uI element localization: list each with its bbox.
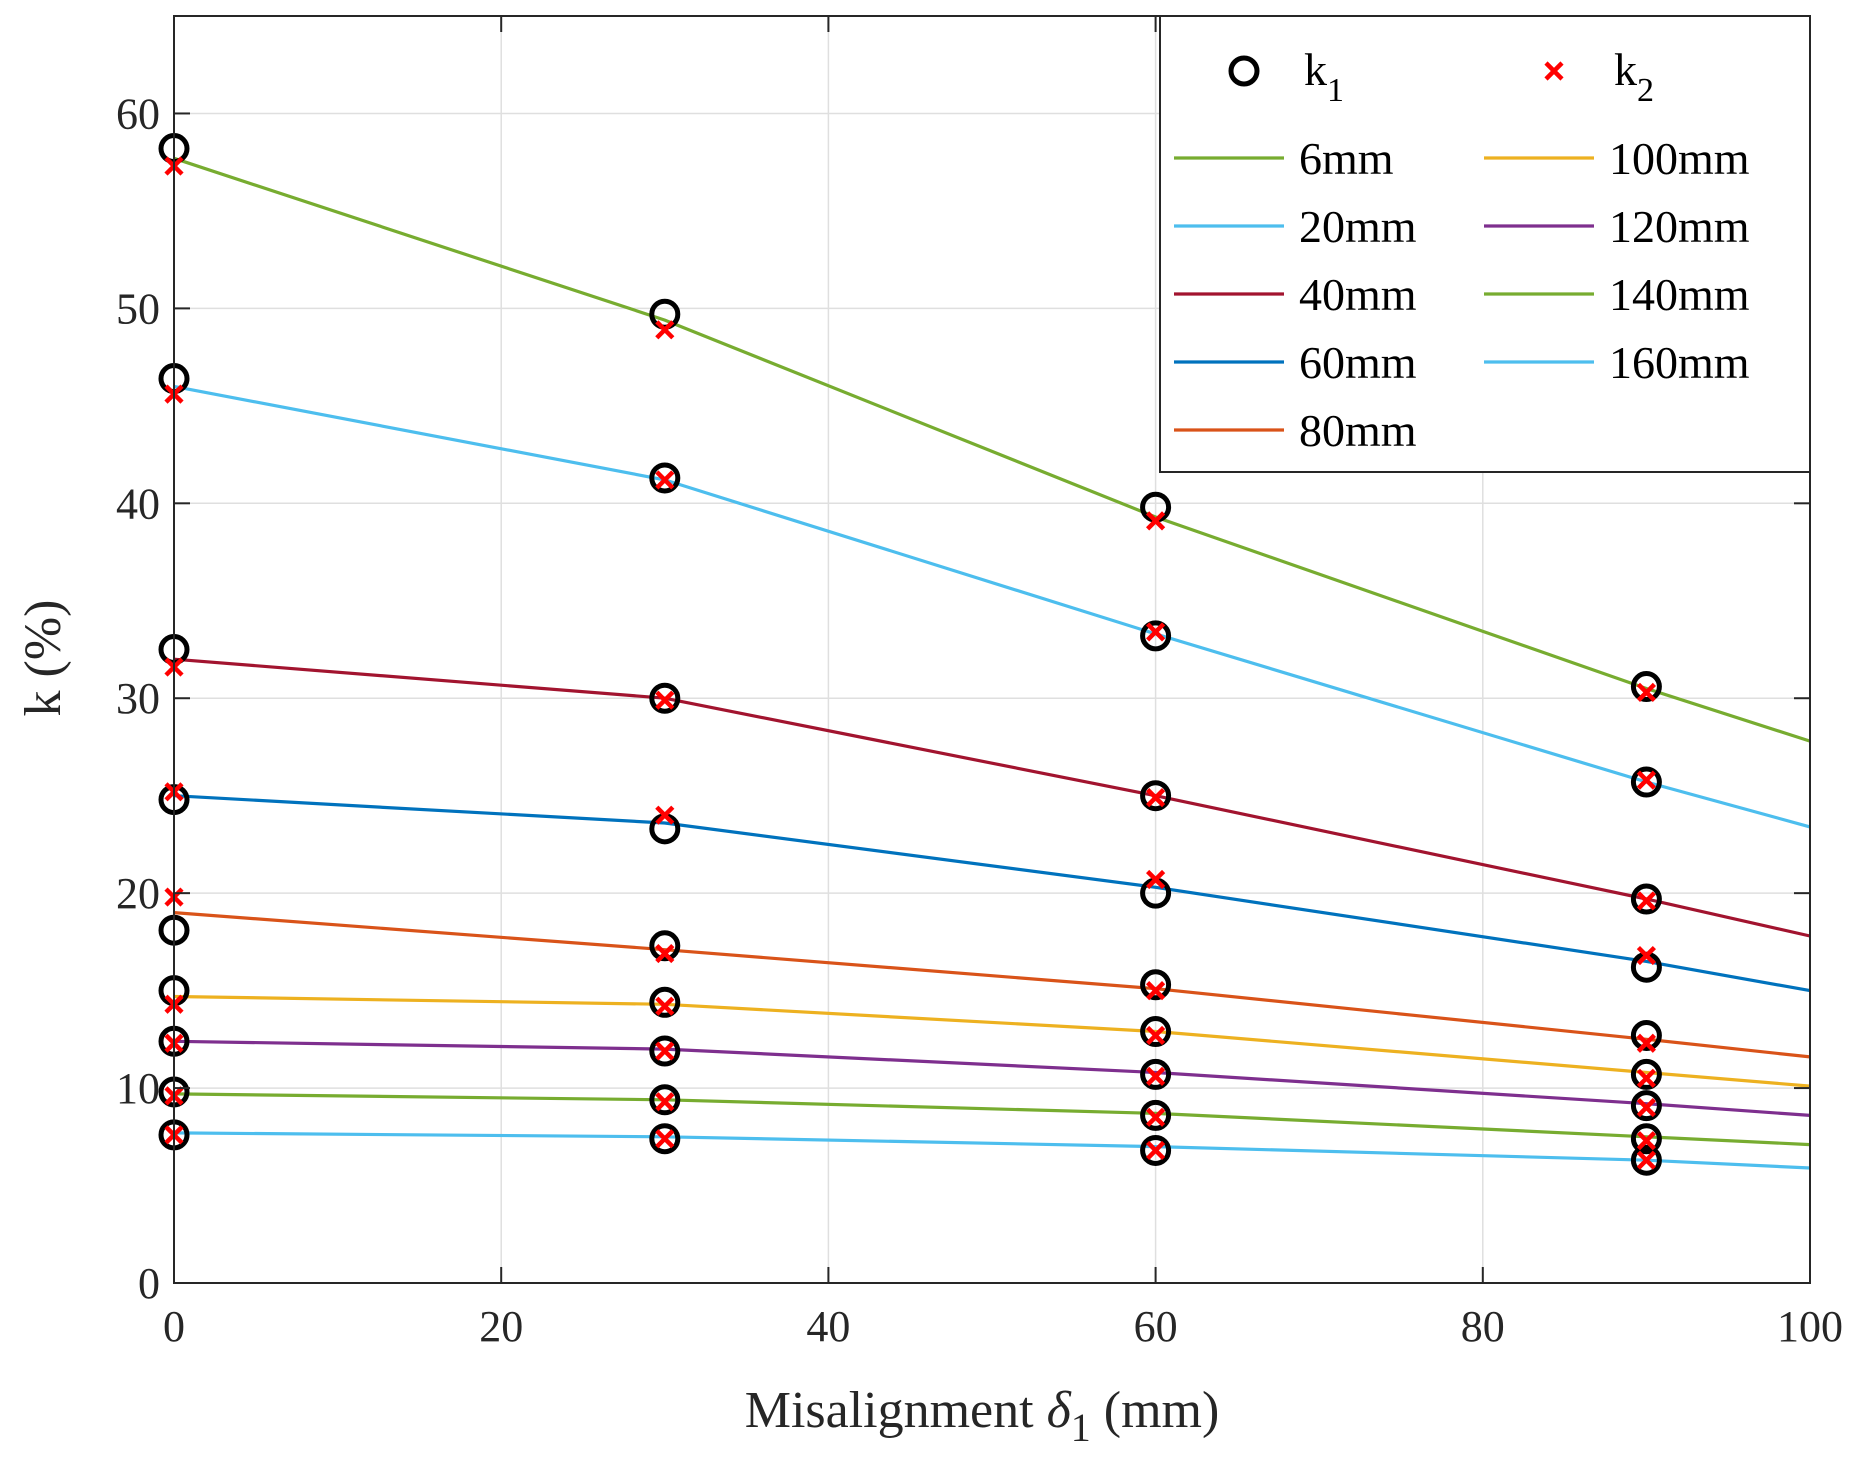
- marker-k2: [1146, 622, 1166, 642]
- x-axis-title-symbol: δ: [1047, 1382, 1072, 1439]
- series-line-160mm: [173, 1131, 1811, 1170]
- x-tick-label: 40: [806, 1302, 850, 1351]
- marker-k1: [649, 1035, 681, 1067]
- axes-box: [173, 15, 1811, 1284]
- marker-k2: [1636, 945, 1656, 966]
- y-tick-label: 50: [116, 284, 160, 333]
- x-tick-label: 20: [479, 1302, 523, 1351]
- marker-k2: [655, 943, 675, 964]
- marker-k1: [1140, 1058, 1172, 1090]
- marker-k2: [1146, 1107, 1166, 1127]
- legend-label-100mm: 100mm: [1609, 133, 1750, 184]
- marker-k2: [1146, 869, 1166, 890]
- y-tick-label: 60: [116, 89, 160, 138]
- marker-k2: [1146, 1066, 1166, 1086]
- marker-k2: [1636, 1150, 1656, 1170]
- legend-marker-k1: [1228, 55, 1260, 87]
- legend-label-main: k: [1304, 44, 1327, 95]
- marker-k2: [655, 996, 675, 1016]
- legend-label-60mm: 60mm: [1299, 337, 1417, 388]
- series-line-100mm: [173, 994, 1811, 1088]
- x-tick-label: 80: [1461, 1302, 1505, 1351]
- legend-marker-k2: [1544, 61, 1564, 81]
- series-line-60mm: [173, 794, 1811, 993]
- y-tick-label: 10: [116, 1064, 160, 1113]
- marker-k1: [1630, 1123, 1662, 1155]
- legend-box: [1159, 15, 1811, 473]
- legend-label-20mm: 20mm: [1299, 201, 1417, 252]
- legend-label-subscript: 1: [1327, 72, 1344, 109]
- marker-k2: [655, 690, 675, 710]
- y-axis-title: k (%): [15, 600, 72, 717]
- marker-k2: [1636, 891, 1656, 911]
- x-tick-label: 100: [1777, 1302, 1843, 1351]
- x-tick-label: 0: [163, 1302, 185, 1351]
- series-line-120mm: [173, 1039, 1811, 1117]
- x-axis-title: Misalignment δ1 (mm): [745, 1382, 1220, 1450]
- marker-k1: [1630, 1019, 1662, 1051]
- legend-label-80mm: 80mm: [1299, 405, 1417, 456]
- marker-k1: [1630, 671, 1662, 703]
- marker-k1: [649, 462, 681, 494]
- marker-k1: [1630, 1090, 1662, 1122]
- x-axis-title-unit: (mm): [1091, 1382, 1220, 1439]
- legend-label-120mm: 120mm: [1609, 201, 1750, 252]
- marker-k1: [1140, 1016, 1172, 1048]
- series-line-140mm: [173, 1092, 1811, 1147]
- marker-k1: [1140, 1099, 1172, 1131]
- marker-k1: [649, 930, 681, 962]
- marker-k2: [1636, 1068, 1656, 1088]
- legend-label-k2: k2: [1614, 44, 1654, 109]
- marker-k1: [1140, 620, 1172, 652]
- marker-k1: [1140, 969, 1172, 1001]
- marker-k2: [1146, 1140, 1166, 1161]
- series-line-6mm: [173, 156, 1811, 743]
- y-tick-label: 40: [116, 479, 160, 528]
- marker-k1: [649, 1084, 681, 1116]
- marker-k2: [655, 1129, 675, 1149]
- y-tick-label: 20: [116, 869, 160, 918]
- marker-k1: [649, 986, 681, 1018]
- marker-k2: [655, 470, 675, 490]
- marker-k1: [1630, 766, 1662, 798]
- marker-k1: [1140, 1134, 1172, 1166]
- legend-label-main: k: [1614, 44, 1637, 95]
- marker-k2: [1146, 511, 1166, 531]
- marker-k2: [1636, 1033, 1656, 1053]
- grid: [173, 16, 1811, 1284]
- marker-k2: [655, 1092, 675, 1112]
- marker-k2: [1636, 1097, 1656, 1118]
- marker-k1: [649, 682, 681, 714]
- legend-label-6mm: 6mm: [1299, 133, 1394, 184]
- x-axis-title-subscript: 1: [1071, 1405, 1091, 1450]
- marker-k2: [1146, 788, 1166, 808]
- marker-k2: [1636, 1131, 1656, 1151]
- axes: [173, 15, 1811, 1284]
- x-tick-label: 60: [1134, 1302, 1178, 1351]
- marker-k1: [1630, 883, 1662, 915]
- tick-labels: 0 20 40 60 80 100 0 10 20 30 40 50 60: [116, 89, 1843, 1351]
- y-tick-label: 0: [138, 1259, 160, 1308]
- legend-label-160mm: 160mm: [1609, 337, 1750, 388]
- marker-k1: [1140, 780, 1172, 812]
- marker-k2: [1146, 1025, 1166, 1046]
- marker-k1: [649, 1123, 681, 1155]
- marker-k1: [1630, 1058, 1662, 1090]
- marker-k1: [1630, 1144, 1662, 1176]
- legend-label-40mm: 40mm: [1299, 269, 1417, 320]
- legend-label-subscript: 2: [1637, 72, 1654, 109]
- marker-k2: [1636, 770, 1656, 790]
- marker-k2: [655, 320, 675, 340]
- marker-k2: [1636, 682, 1656, 702]
- marker-k2: [655, 1041, 675, 1061]
- legend-label-140mm: 140mm: [1609, 269, 1750, 320]
- x-axis-title-main: Misalignment: [745, 1382, 1047, 1439]
- marker-k2: [655, 805, 675, 825]
- legend-label-k1: k1: [1304, 44, 1344, 109]
- marker-k2: [1146, 981, 1166, 1001]
- y-tick-label: 30: [116, 674, 160, 723]
